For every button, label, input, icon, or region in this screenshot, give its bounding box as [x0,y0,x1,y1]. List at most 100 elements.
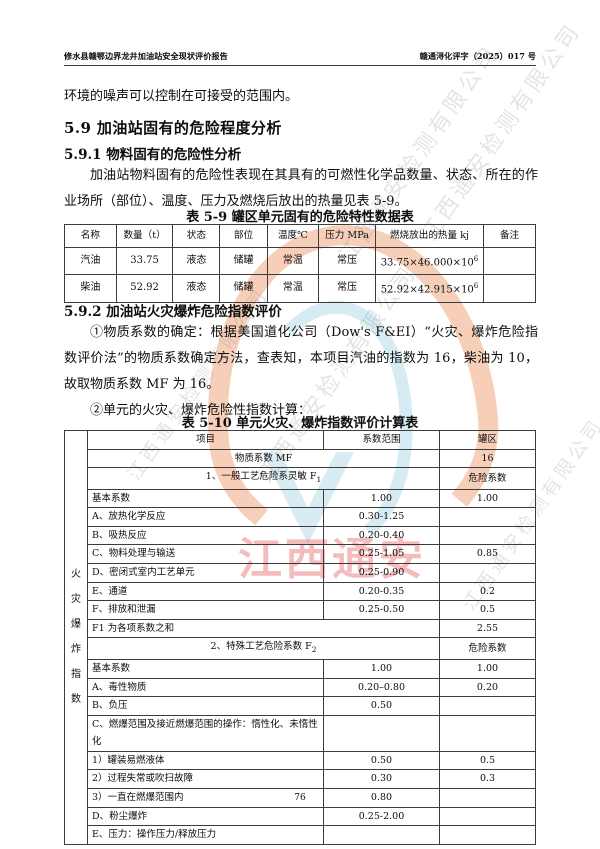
table-row: 2、特殊工艺危险系数 F2 危险系数 [65,637,536,660]
row-label: 基本系数 [87,488,324,509]
table-row: 基本系数 1.00 1.00 [65,488,536,509]
row-range: 0.25-0.90 [323,563,440,583]
row-label: D、密闭式室内工艺单元 [87,563,324,583]
table-row-header: 名称 数量（t） 状态 部位 温度℃ 压力 MPa 燃烧放出的热量 kj 备注 [64,224,536,248]
row-value [439,825,536,845]
col-header-pressure: 压力 MPa [318,224,376,248]
running-header-right: 赣通浔化评字（2025）017 号 [419,51,536,61]
row-value: 0.2 [439,581,536,602]
row-range [323,825,440,845]
row-range: 0.20–0.80 [323,677,440,698]
heading-5-9: 5.9 加油站固有的危险程度分析 [64,119,282,137]
row-range: 0.25-2.00 [323,806,440,827]
row-range: 1.00 [323,488,440,509]
table-5-10: 火灾爆炸指数项目 系数范围 罐区 物质系数 MF 16 1、一般工艺危险系灵敏 F1 危险系… [64,430,536,845]
paragraph-unit-index: ②单元的火灾、爆炸危险性指数计算： [90,403,312,418]
row-label: 2）过程失常或吹扫故障 [87,769,324,790]
heading-5-9-1: 5.9.1 物料固有的危险性分析 [64,147,242,163]
table-row: E、通道 0.20-0.35 0.2 [65,581,536,602]
paragraph-5-9-1: 加油站物料固有的危险性表现在其具有的可燃性化学品数量、状态、所在的作业场所（部位… [64,168,538,209]
row-range: 0.50 [323,696,440,716]
row-value: 1.00 [439,658,536,679]
table-row: C、物料处理与输送 0.25-1.05 0.85 [65,544,536,565]
cell-quantity: 52.92 [115,274,174,303]
row-range: 0.50 [323,750,440,771]
row-label: C、物料处理与输送 [87,544,324,565]
row-label: 1）罐装易燃液体 [87,750,324,771]
row-value [439,696,536,716]
table-row: B、吸热反应 0.20-0.40 [65,525,536,546]
col-header-name: 名称 [64,224,117,248]
row-value [439,806,536,827]
row-label: E、压力：操作压力/释放压力 [87,825,324,845]
section-value-f2: 危险系数 [439,637,536,660]
heading-5-9-2: 5.9.2 加油站火灾爆炸危险指数评价 [64,304,282,320]
table-row: D、密闭式室内工艺单元 0.25-0.90 [65,563,536,583]
col-header-remark: 备注 [483,224,536,248]
row-label: D、粉尘爆炸 [87,806,324,827]
table-row: 柴油 52.92 液态 储罐 常温 常压 52.92×42.915×106 [64,274,536,303]
table-row: 1）罐装易燃液体 0.50 0.5 [65,750,536,771]
row-value-f1-sum: 2.55 [439,618,536,639]
paragraph-material-factor: ①物质系数的确定：根据美国道化公司（Dow's F&EI）“火灾、爆炸危险指数评… [64,325,538,392]
row-label: C、燃爆范围及接近燃爆范围的操作：惰性化、未惰性化 [87,714,324,752]
col-header-state: 状态 [172,224,221,248]
row-range: 0.20-0.35 [323,581,440,602]
row-range: 0.25-0.50 [323,600,440,620]
table-row: 基本系数 1.00 1.00 [65,658,536,679]
cell-heat: 52.92×42.915×106 [374,274,485,303]
side-vertical-label: 火灾爆炸指数 [64,430,88,845]
cell-state: 液态 [172,274,221,303]
running-header: 修水县赣鄂边界龙井加油站安全现状评价报告 赣通浔化评字（2025）017 号 [64,50,536,66]
row-label: 基本系数 [87,658,324,679]
row-label: B、吸热反应 [87,525,324,546]
row-range: 0.30 [323,769,440,790]
table-5-9-caption: 表 5-9 罐区单元固有的危险特性数据表 [186,210,414,225]
cell-remark [483,274,536,303]
cell-pressure: 常压 [318,246,376,276]
table-row: F1 为各项系数之和 2.55 [65,618,536,639]
table-row: E、压力：操作压力/释放压力 [65,825,536,845]
row-value [439,563,536,583]
table-row: C、燃爆范围及接近燃爆范围的操作：惰性化、未惰性化 [65,714,536,752]
row-label: E、通道 [87,581,324,602]
section-header-f1: 1、一般工艺危险系灵敏 F1 [87,467,440,490]
section-value-f1: 危险系数 [439,467,536,490]
row-range [323,714,440,752]
table-row: F、排放和泄漏 0.25-0.50 0.5 [65,600,536,620]
cell-temperature: 常温 [266,246,320,276]
running-header-left: 修水县赣鄂边界龙井加油站安全现状评价报告 [64,51,228,61]
row-value [439,507,536,527]
table-row: 1、一般工艺危险系灵敏 F1 危险系数 [65,467,536,490]
row-value: 0.5 [439,750,536,771]
table-row: A、毒性物质 0.20–0.80 0.20 [65,677,536,698]
row-value: 0.85 [439,544,536,565]
row-value [439,714,536,752]
cell-heat: 33.75×46.000×106 [374,246,485,276]
cell-name: 汽油 [64,246,117,276]
table-row: 物质系数 MF 16 [65,448,536,469]
col-header-temperature: 温度℃ [266,224,320,248]
row-range: 0.30-1.25 [323,507,440,527]
row-label: A、放热化学反应 [87,507,324,527]
row-value: 1.00 [439,488,536,509]
row-value [439,525,536,546]
cell-state: 液态 [172,246,221,276]
table-row: 火灾爆炸指数 项目 系数范围 罐区 [64,430,536,845]
table-row: 汽油 33.75 液态 储罐 常温 常压 33.75×46.000×106 [64,246,536,276]
row-range: 1.00 [323,658,440,679]
row-value-material-factor: 16 [439,448,536,469]
row-label: F、排放和泄漏 [87,600,324,620]
table-5-10-caption: 表 5-10 单元火灾、爆炸指数评价计算表 [181,416,419,431]
lead-paragraph: 环境的噪声可以控制在可接受的范围内。 [64,89,299,104]
cell-remark [483,246,536,276]
cell-quantity: 33.75 [115,246,174,276]
cell-location: 储罐 [219,246,268,276]
section-header-f2: 2、特殊工艺危险系数 F2 [87,637,440,660]
row-value: 0.20 [439,677,536,698]
table-row: B、负压 0.50 [65,696,536,716]
cell-pressure: 常压 [318,274,376,303]
side-label-text: 火灾爆炸指数 [71,569,81,706]
page-number: 76 [294,793,306,803]
cell-temperature: 常温 [266,274,320,303]
